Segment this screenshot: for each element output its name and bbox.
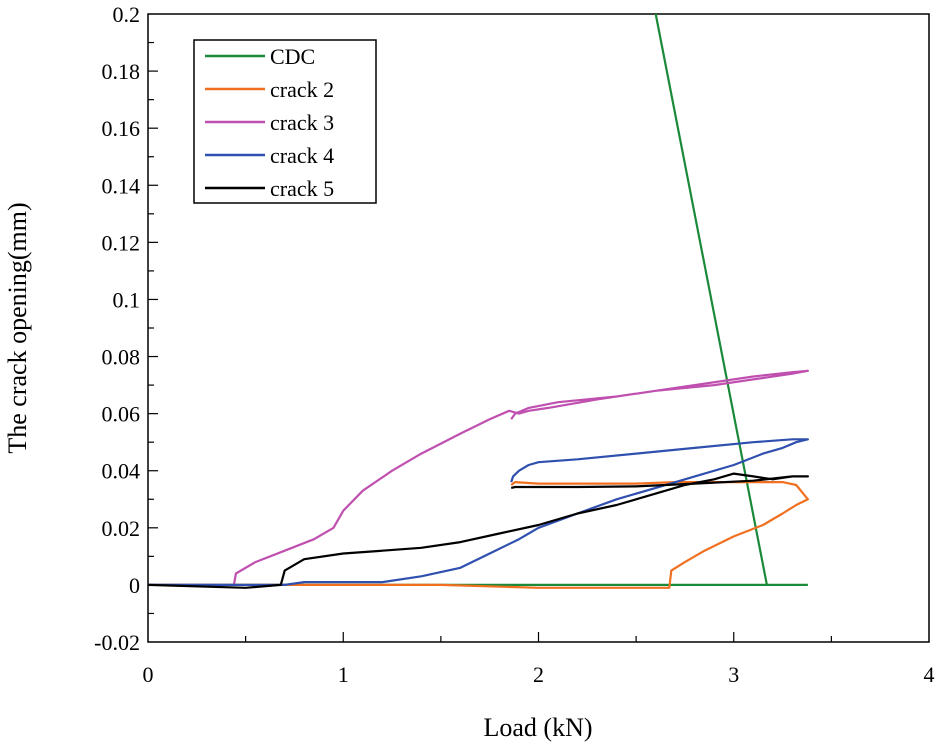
series-line-crack-3 [148, 369, 809, 586]
y-tick-label: 0 [129, 573, 140, 598]
y-tick-label: 0.02 [102, 516, 141, 541]
y-tick-label: 0.08 [102, 345, 141, 370]
x-tick-label: 2 [533, 662, 544, 687]
legend-label: crack 2 [270, 77, 334, 102]
x-tick-label: 0 [143, 662, 154, 687]
x-tick-label: 1 [338, 662, 349, 687]
legend-label: crack 4 [270, 143, 334, 168]
legend-label: crack 5 [270, 176, 334, 201]
series-line-cdc-segment [654, 13, 768, 586]
y-tick-label: 0.12 [102, 230, 141, 255]
y-tick-label: 0.1 [113, 287, 141, 312]
y-tick-label: 0.16 [102, 116, 141, 141]
y-tick-label: 0.06 [102, 402, 141, 427]
y-tick-label: 0.2 [113, 2, 141, 27]
series-line-crack-4 [148, 438, 809, 586]
y-tick-label: 0.18 [102, 59, 141, 84]
axis-ticks: 0 1 2 3 4-0.0200.020.040.060.080.10.120.140.… [94, 2, 934, 687]
legend: CDC crack 2 crack 3 crack 4 crack 5 [193, 39, 377, 204]
x-axis-title: Load (kN) [483, 713, 592, 742]
y-tick-label: 0.14 [102, 173, 141, 198]
series-line-crack-2 [148, 481, 809, 589]
y-axis-title: The crack opening(mm) [3, 202, 32, 453]
legend-label: CDC [270, 44, 315, 69]
series-group [147, 13, 809, 589]
x-tick-label: 3 [728, 662, 739, 687]
x-tick-label: 4 [924, 662, 935, 687]
series-line-crack-5 [147, 472, 809, 589]
y-tick-label: -0.02 [94, 630, 140, 655]
legend-label: crack 3 [270, 110, 334, 135]
y-tick-label: 0.04 [102, 459, 141, 484]
